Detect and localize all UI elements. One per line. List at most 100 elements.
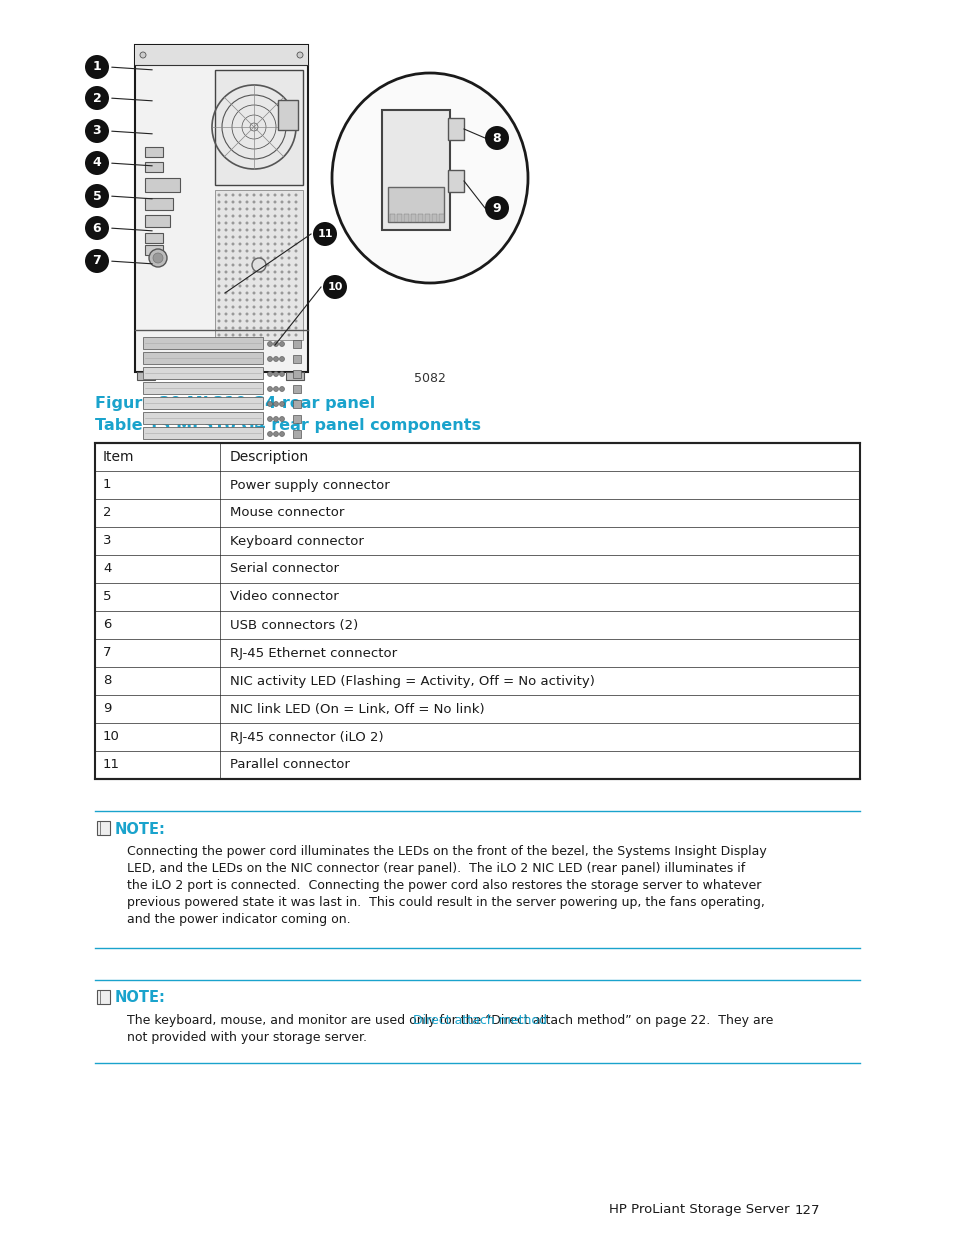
Circle shape bbox=[280, 200, 283, 204]
Circle shape bbox=[287, 263, 291, 267]
Circle shape bbox=[85, 216, 109, 240]
Circle shape bbox=[287, 333, 291, 336]
Text: LED, and the LEDs on the NIC connector (rear panel).  The iLO 2 NIC LED (rear pa: LED, and the LEDs on the NIC connector (… bbox=[127, 862, 744, 876]
Text: Power supply connector: Power supply connector bbox=[230, 478, 390, 492]
Circle shape bbox=[85, 151, 109, 175]
Circle shape bbox=[266, 299, 269, 301]
Circle shape bbox=[294, 278, 297, 280]
Bar bbox=[277, 100, 297, 130]
Circle shape bbox=[280, 242, 283, 246]
Circle shape bbox=[253, 228, 255, 231]
Text: 9: 9 bbox=[103, 703, 112, 715]
Circle shape bbox=[294, 263, 297, 267]
Circle shape bbox=[217, 284, 220, 288]
Circle shape bbox=[245, 228, 248, 231]
Circle shape bbox=[287, 320, 291, 322]
Circle shape bbox=[259, 242, 262, 246]
Circle shape bbox=[287, 207, 291, 210]
Bar bbox=[97, 990, 110, 1004]
Bar bbox=[448, 119, 463, 140]
Circle shape bbox=[294, 333, 297, 336]
Circle shape bbox=[224, 221, 227, 225]
Circle shape bbox=[280, 236, 283, 238]
Circle shape bbox=[232, 215, 234, 217]
Circle shape bbox=[217, 249, 220, 252]
Circle shape bbox=[296, 52, 303, 58]
Circle shape bbox=[287, 242, 291, 246]
Circle shape bbox=[232, 207, 234, 210]
Circle shape bbox=[287, 221, 291, 225]
Circle shape bbox=[266, 221, 269, 225]
Circle shape bbox=[217, 207, 220, 210]
Bar bbox=[388, 186, 443, 222]
Circle shape bbox=[287, 194, 291, 196]
Circle shape bbox=[232, 320, 234, 322]
Circle shape bbox=[259, 291, 262, 294]
Circle shape bbox=[217, 270, 220, 273]
Text: Item: Item bbox=[103, 450, 134, 464]
Text: the iLO 2 port is connected.  Connecting the power cord also restores the storag: the iLO 2 port is connected. Connecting … bbox=[127, 879, 760, 892]
Circle shape bbox=[294, 291, 297, 294]
Circle shape bbox=[253, 236, 255, 238]
Circle shape bbox=[245, 221, 248, 225]
Circle shape bbox=[245, 312, 248, 315]
Circle shape bbox=[224, 326, 227, 330]
Circle shape bbox=[267, 387, 273, 391]
Text: NIC link LED (On = Link, Off = No link): NIC link LED (On = Link, Off = No link) bbox=[230, 703, 484, 715]
Circle shape bbox=[252, 258, 266, 272]
Circle shape bbox=[224, 305, 227, 309]
Circle shape bbox=[245, 257, 248, 259]
Circle shape bbox=[274, 357, 278, 362]
Circle shape bbox=[259, 263, 262, 267]
Circle shape bbox=[280, 312, 283, 315]
Text: 11: 11 bbox=[103, 758, 120, 772]
Circle shape bbox=[253, 215, 255, 217]
Circle shape bbox=[294, 270, 297, 273]
Circle shape bbox=[287, 236, 291, 238]
Circle shape bbox=[238, 278, 241, 280]
Circle shape bbox=[274, 249, 276, 252]
Circle shape bbox=[266, 270, 269, 273]
Circle shape bbox=[217, 236, 220, 238]
Circle shape bbox=[232, 291, 234, 294]
Circle shape bbox=[238, 312, 241, 315]
Circle shape bbox=[217, 228, 220, 231]
Circle shape bbox=[253, 305, 255, 309]
Circle shape bbox=[274, 401, 278, 406]
Circle shape bbox=[280, 215, 283, 217]
Circle shape bbox=[224, 333, 227, 336]
Circle shape bbox=[217, 320, 220, 322]
Circle shape bbox=[224, 263, 227, 267]
Bar bbox=[286, 372, 304, 380]
Circle shape bbox=[259, 236, 262, 238]
Circle shape bbox=[232, 312, 234, 315]
Circle shape bbox=[253, 278, 255, 280]
Circle shape bbox=[279, 431, 284, 436]
Circle shape bbox=[253, 326, 255, 330]
Circle shape bbox=[266, 228, 269, 231]
Circle shape bbox=[253, 200, 255, 204]
Circle shape bbox=[266, 326, 269, 330]
Circle shape bbox=[274, 200, 276, 204]
Circle shape bbox=[245, 242, 248, 246]
Circle shape bbox=[280, 305, 283, 309]
Circle shape bbox=[140, 52, 146, 58]
Bar bbox=[143, 412, 263, 424]
Bar bbox=[214, 70, 303, 185]
Text: previous powered state it was last in.  This could result in the server powering: previous powered state it was last in. T… bbox=[127, 897, 764, 909]
Circle shape bbox=[232, 236, 234, 238]
Circle shape bbox=[224, 270, 227, 273]
Circle shape bbox=[259, 312, 262, 315]
Circle shape bbox=[287, 278, 291, 280]
Circle shape bbox=[280, 228, 283, 231]
Circle shape bbox=[224, 291, 227, 294]
Circle shape bbox=[274, 342, 278, 347]
Circle shape bbox=[294, 284, 297, 288]
Circle shape bbox=[274, 431, 278, 436]
Text: 10: 10 bbox=[327, 282, 342, 291]
Circle shape bbox=[294, 320, 297, 322]
Circle shape bbox=[266, 320, 269, 322]
Circle shape bbox=[259, 207, 262, 210]
Circle shape bbox=[238, 249, 241, 252]
Circle shape bbox=[274, 387, 278, 391]
